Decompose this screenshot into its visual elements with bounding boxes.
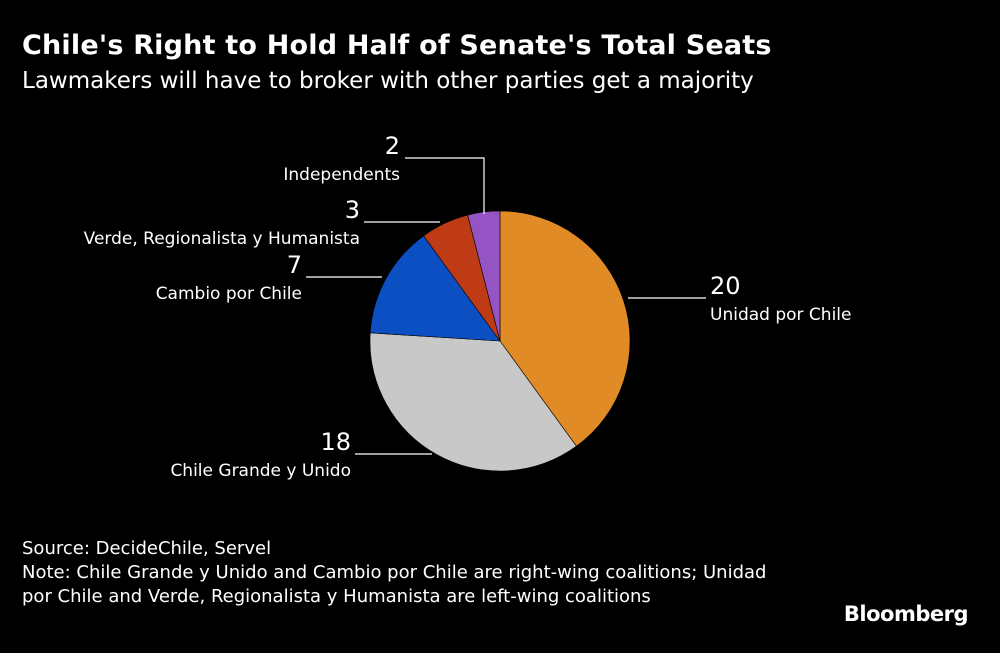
- leader-line-independents: [405, 157, 485, 214]
- pie-slices: [369, 210, 631, 472]
- category-label-cambio-por-chile: Cambio por Chile: [156, 284, 302, 304]
- chart-subtitle: Lawmakers will have to broker with other…: [22, 68, 754, 94]
- value-label-independents: 2: [385, 132, 400, 160]
- category-label-independents: Independents: [283, 165, 400, 185]
- source-note: Source: DecideChile, Servel: [22, 538, 272, 559]
- chart-title: Chile's Right to Hold Half of Senate's T…: [22, 30, 772, 61]
- chart-footer: Source: DecideChile, Servel Note: Chile …: [22, 537, 802, 609]
- value-label-cambio-por-chile: 7: [287, 251, 302, 279]
- value-label-unidad-por-chile: 20: [710, 272, 741, 300]
- category-label-verde-regionalista-y-humanista: Verde, Regionalista y Humanista: [84, 229, 360, 249]
- footnote: Note: Chile Grande y Unido and Cambio po…: [22, 562, 767, 607]
- category-label-unidad-por-chile: Unidad por Chile: [710, 305, 851, 325]
- value-label-verde-regionalista-y-humanista: 3: [345, 196, 360, 224]
- pie-slice-chile-grande-y-unido: [369, 332, 577, 472]
- bloomberg-logo: Bloomberg: [843, 602, 969, 626]
- pie-leader-lines: [306, 157, 706, 455]
- pie-labels: 20 Unidad por Chile 18 Chile Grande y Unido…: [84, 132, 852, 481]
- pie-slice-unidad-por-chile: [499, 210, 631, 447]
- category-label-chile-grande-y-unido: Chile Grande y Unido: [170, 461, 351, 481]
- value-label-chile-grande-y-unido: 18: [320, 428, 351, 456]
- pie-slice-cambio-por-chile: [369, 235, 501, 342]
